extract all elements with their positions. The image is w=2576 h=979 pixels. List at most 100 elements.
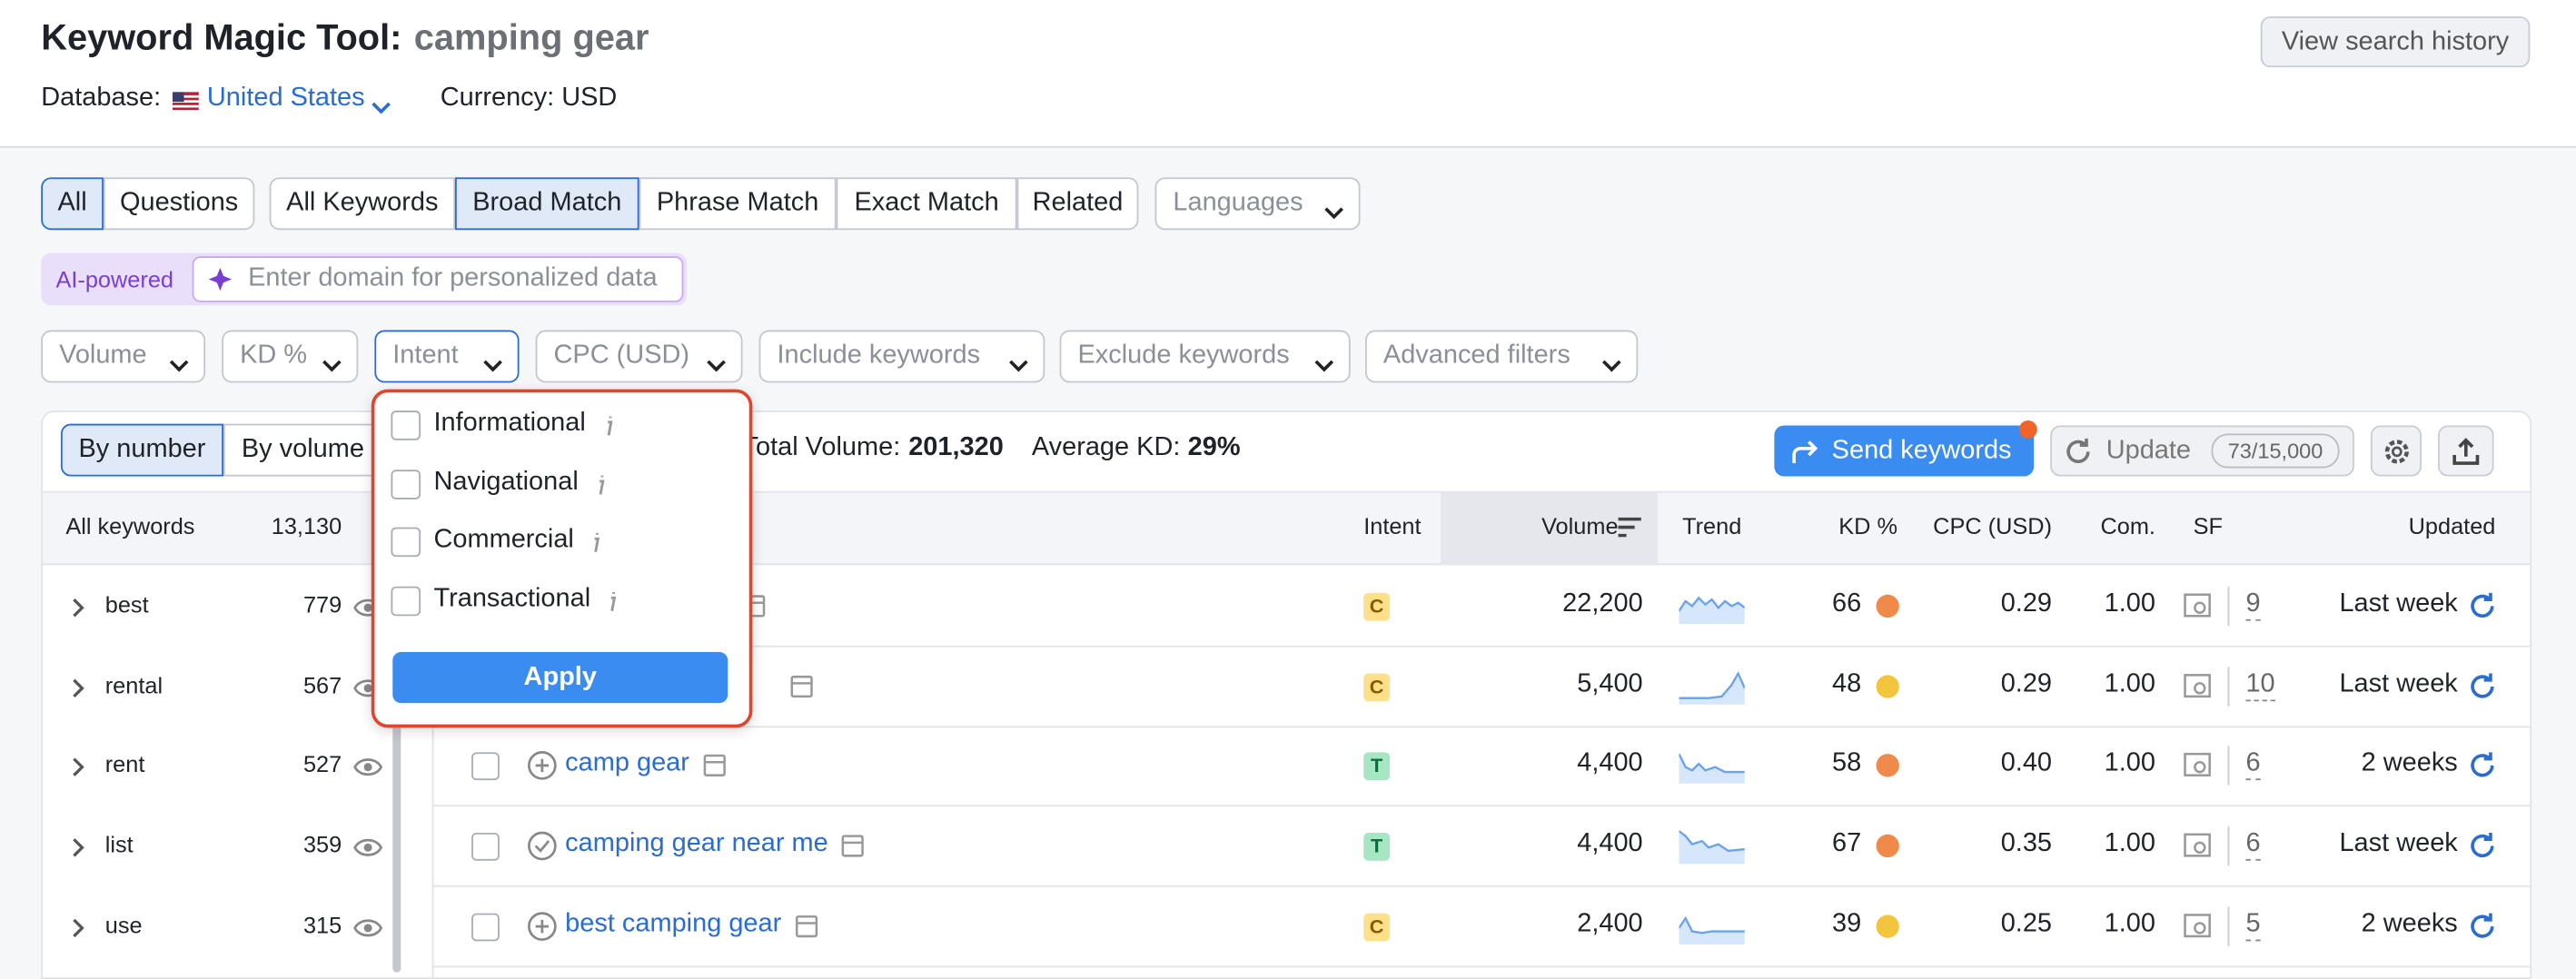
gear-icon <box>2381 435 2413 476</box>
keyword[interactable]: camping gear near me <box>565 829 828 859</box>
trend <box>1679 908 1744 953</box>
expand-icon <box>73 677 85 707</box>
match-tab[interactable]: Exact Match <box>837 177 1017 230</box>
group-count: 567 <box>246 672 342 698</box>
column-header: Com. <box>1958 512 2155 539</box>
tab[interactable]: All <box>41 177 104 230</box>
updated: Last week <box>2261 589 2458 619</box>
avg-kd: 29% <box>1188 433 1241 463</box>
tab[interactable]: Questions <box>104 177 254 230</box>
sidebar-header: All keywords <box>65 512 194 539</box>
sf-count[interactable]: 6 <box>2245 749 2260 780</box>
title: Keyword Magic Tool: <box>41 16 401 59</box>
volume: 5,400 <box>1479 670 1643 700</box>
database-select[interactable]: United States <box>207 84 365 114</box>
updated: Last week <box>2261 670 2458 700</box>
info-icon <box>599 414 616 447</box>
serp-icon <box>795 915 817 945</box>
option-checkbox[interactable] <box>391 469 421 499</box>
option-label[interactable]: Transactional <box>433 584 590 614</box>
updated: 2 weeks <box>2261 749 2458 779</box>
option-checkbox[interactable] <box>391 586 421 616</box>
eye-icon <box>353 836 383 866</box>
update-label[interactable]: Update <box>2106 425 2191 476</box>
option-checkbox[interactable] <box>391 528 421 558</box>
refresh-icon <box>2468 591 2498 629</box>
total-volume: 201,320 <box>908 433 1004 463</box>
by-number[interactable]: By number <box>61 424 223 477</box>
intent-badge: C <box>1363 593 1390 621</box>
notify-dot <box>2019 420 2037 439</box>
column-header: SF <box>2194 512 2223 539</box>
match-tab[interactable]: Phrase Match <box>639 177 837 230</box>
column-header: Intent <box>1363 512 1421 539</box>
sf-icon <box>2184 752 2214 786</box>
trend <box>1679 747 1744 792</box>
add-icon <box>528 831 558 869</box>
group-count: 359 <box>246 831 342 857</box>
sidebar-total: 13,130 <box>246 512 342 539</box>
group-count: 779 <box>246 591 342 618</box>
updated: 2 weeks <box>2261 910 2458 940</box>
match-tab[interactable]: Related <box>1017 177 1139 230</box>
history-button[interactable]: View search history <box>2261 16 2531 67</box>
apply-button[interactable]: Apply <box>392 652 728 703</box>
by-volume[interactable]: By volume <box>223 424 388 477</box>
sf-icon <box>2184 833 2214 867</box>
volume: 4,400 <box>1479 749 1643 779</box>
column-header: Updated <box>2298 512 2495 539</box>
group-name[interactable]: rental <box>105 672 163 698</box>
sf-separator <box>2228 906 2230 945</box>
currency: Currency: USD <box>441 84 618 114</box>
row-checkbox[interactable] <box>471 833 500 861</box>
keyword[interactable]: camp gear <box>565 749 689 779</box>
kd: 48 <box>1763 670 1862 700</box>
match-tab[interactable]: All Keywords <box>270 177 455 230</box>
refresh-icon <box>2468 751 2498 789</box>
com: 1.00 <box>2056 589 2155 619</box>
kd-dot <box>1877 835 1899 857</box>
row-checkbox[interactable] <box>471 914 500 942</box>
serp-icon <box>703 754 726 785</box>
option-label[interactable]: Informational <box>433 409 585 439</box>
serp-icon <box>790 675 813 706</box>
option-label[interactable]: Commercial <box>433 526 573 556</box>
sf-separator <box>2228 746 2230 785</box>
com: 1.00 <box>2056 910 2155 940</box>
kd-dot <box>1877 675 1899 697</box>
database-label: Database: <box>41 84 161 114</box>
chevron <box>707 351 727 381</box>
keyword[interactable]: best camping gear <box>565 910 781 940</box>
sf-count[interactable]: 6 <box>2245 829 2260 860</box>
send-label[interactable]: Send keywords <box>1832 425 2012 476</box>
option-checkbox[interactable] <box>391 410 421 440</box>
group-name[interactable]: best <box>105 591 149 618</box>
filter[interactable]: Exclude keywords <box>1060 331 1351 383</box>
filter[interactable]: Include keywords <box>759 331 1045 383</box>
ai-placeholder[interactable]: Enter domain for personalized data <box>248 256 657 302</box>
update-count: 73/15,000 <box>2211 433 2339 468</box>
sf-count[interactable]: 9 <box>2245 589 2260 620</box>
info-icon <box>603 588 619 621</box>
sf-count[interactable]: 5 <box>2245 910 2260 941</box>
chevron <box>1324 199 1344 229</box>
cpc: 0.29 <box>1920 589 2052 619</box>
flag <box>173 89 199 119</box>
expand-icon <box>73 597 85 627</box>
group-name[interactable]: rent <box>105 751 145 777</box>
trend <box>1679 668 1744 713</box>
filter[interactable]: Advanced filters <box>1365 331 1638 383</box>
refresh-icon <box>2468 831 2498 869</box>
group-name[interactable]: use <box>105 912 143 938</box>
refresh-icon <box>2064 435 2096 476</box>
match-tab[interactable]: Broad Match <box>455 177 639 230</box>
chevron <box>169 351 189 381</box>
add-icon <box>528 912 558 950</box>
volume: 22,200 <box>1479 589 1643 619</box>
option-label[interactable]: Navigational <box>433 468 578 498</box>
chevron <box>483 351 503 381</box>
com: 1.00 <box>2056 829 2155 859</box>
column-header[interactable]: Volume <box>1421 512 1618 539</box>
group-name[interactable]: list <box>105 831 134 857</box>
row-checkbox[interactable] <box>471 752 500 780</box>
